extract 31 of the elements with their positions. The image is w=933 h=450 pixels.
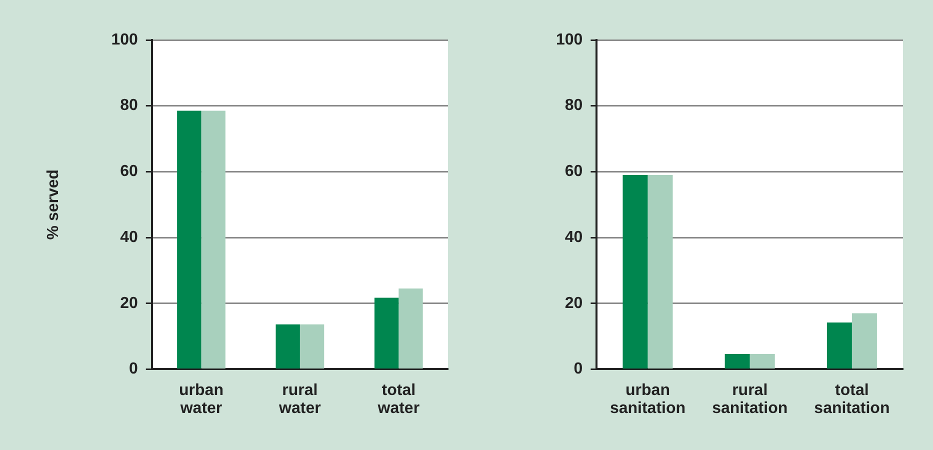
x-tick-label: rural sanitation [712,382,788,418]
y-tick-label: 40 [564,228,583,246]
x-tick-label: total water [376,382,420,418]
x-tick-label: urban water [179,382,224,418]
y-tick-label: 80 [564,97,583,114]
bar [276,324,300,368]
y-tick-label: 20 [564,294,583,312]
bar [852,313,877,368]
y-tick-label: 60 [564,163,583,180]
y-axis-title: % served [45,169,62,240]
bar [622,174,648,368]
y-tick-label: 100 [556,31,583,48]
y-tick-label: 100 [111,31,138,48]
x-tick-label: total sanitation [814,382,890,418]
bar [300,324,324,368]
y-tick-label: 60 [120,163,138,180]
bar [201,110,226,368]
bar [177,110,202,368]
bar [826,322,852,368]
y-tick-label: 20 [120,294,138,312]
y-tick-label: 0 [574,360,583,378]
bar [398,288,423,368]
bar [724,354,750,368]
bar [750,354,775,368]
x-tick-label: urban sanitation [610,382,686,418]
x-tick-label: rural water [278,382,321,418]
y-tick-label: 40 [120,228,138,246]
bar [648,174,673,368]
bar [374,298,399,368]
y-tick-label: 0 [128,360,138,378]
y-tick-label: 80 [120,97,138,114]
